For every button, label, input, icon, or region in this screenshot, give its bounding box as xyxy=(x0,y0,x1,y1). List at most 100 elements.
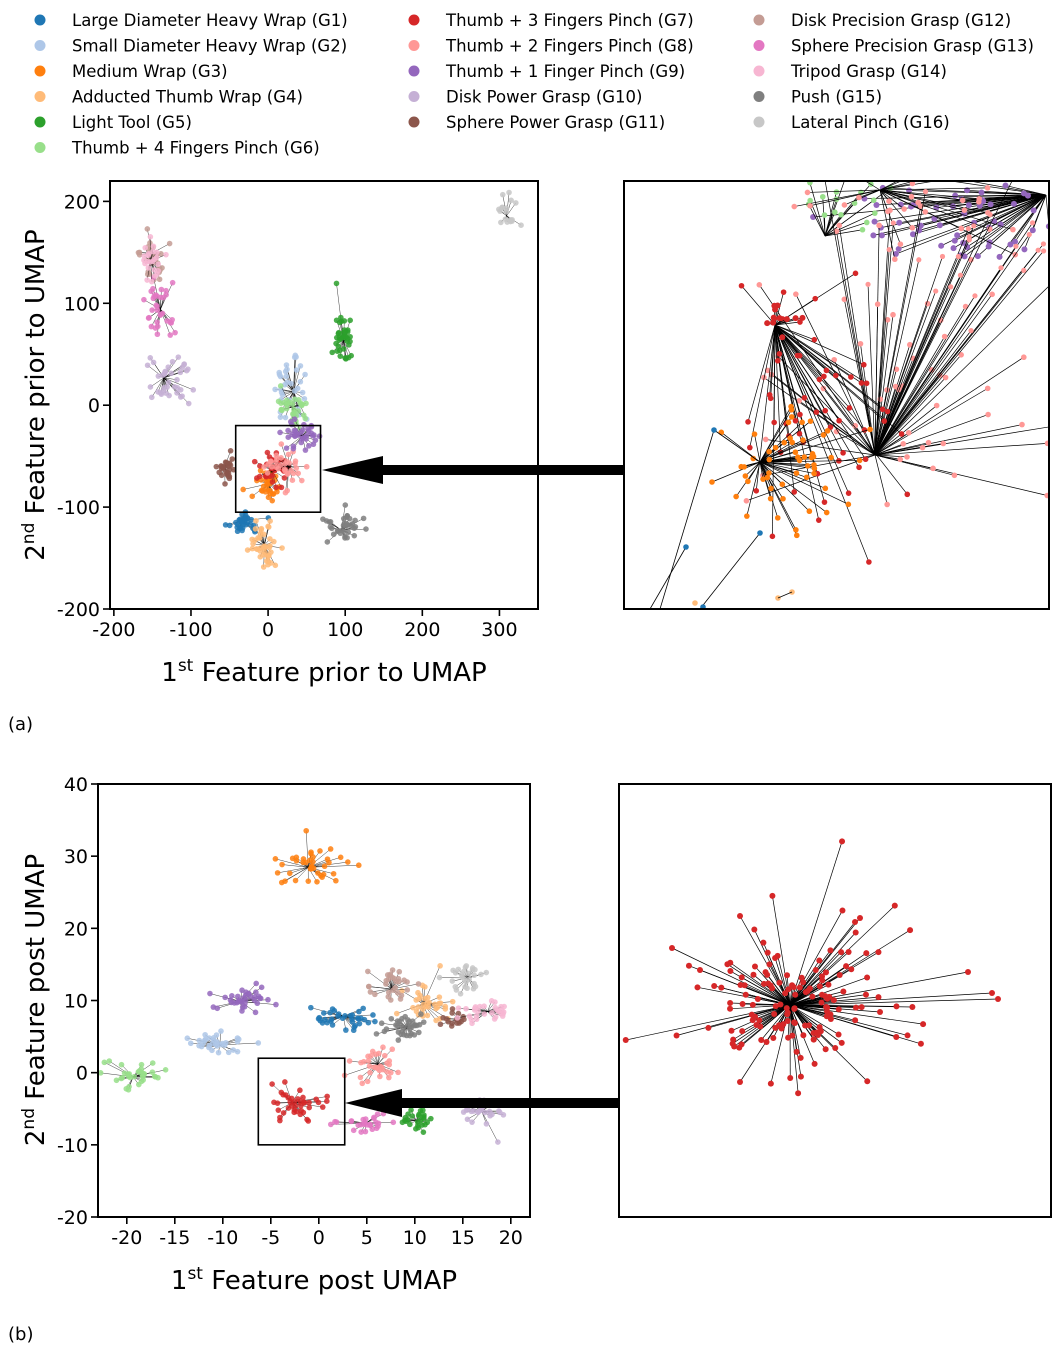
point xyxy=(452,969,459,976)
edge xyxy=(867,284,876,456)
point xyxy=(283,445,290,451)
point xyxy=(272,856,279,862)
point xyxy=(299,477,305,484)
point xyxy=(321,863,328,870)
point xyxy=(269,479,276,485)
point xyxy=(897,201,904,208)
point xyxy=(386,1074,392,1081)
legend-label: Medium Wrap (G3) xyxy=(72,62,228,81)
point xyxy=(288,467,294,474)
point xyxy=(700,604,706,609)
edge xyxy=(874,388,988,456)
point xyxy=(279,861,285,868)
point xyxy=(398,1022,404,1028)
point xyxy=(776,979,783,986)
point xyxy=(978,189,985,196)
point xyxy=(503,205,510,211)
point xyxy=(823,969,830,976)
legend-item-g14: Tripod Grasp (G14) xyxy=(753,62,947,81)
cluster-g16 xyxy=(436,963,490,997)
point xyxy=(737,1079,743,1085)
point xyxy=(792,991,799,998)
point xyxy=(249,536,255,543)
edge xyxy=(988,194,1047,247)
edge xyxy=(759,442,785,463)
legend-marker xyxy=(408,14,420,26)
point xyxy=(801,395,808,401)
point xyxy=(106,1058,113,1064)
point xyxy=(312,437,319,444)
zoom-a-g7b xyxy=(764,302,806,341)
legend-item-g3: Medium Wrap (G3) xyxy=(34,62,228,81)
edge xyxy=(789,1004,924,1025)
edge xyxy=(774,324,818,474)
point xyxy=(339,527,345,534)
point xyxy=(871,218,878,225)
point xyxy=(272,386,278,393)
point xyxy=(852,270,859,277)
point xyxy=(348,1118,355,1124)
cluster-g4 xyxy=(244,517,285,570)
edge xyxy=(838,225,876,456)
point xyxy=(809,451,816,457)
point xyxy=(939,253,946,260)
point xyxy=(319,1104,326,1110)
legend-label: Thumb + 4 Fingers Pinch (G6) xyxy=(71,139,320,158)
y-tick-label: -100 xyxy=(57,497,100,519)
legend-marker xyxy=(408,91,420,102)
point xyxy=(965,225,972,232)
point xyxy=(226,522,233,529)
point xyxy=(1019,421,1025,428)
edge xyxy=(766,974,791,1006)
edge xyxy=(874,344,911,456)
x-tick-label: 0 xyxy=(262,619,274,641)
point xyxy=(166,240,173,247)
point xyxy=(751,963,758,970)
point xyxy=(343,1027,349,1033)
point xyxy=(153,302,160,309)
point xyxy=(769,533,776,540)
edge xyxy=(874,330,972,456)
point xyxy=(876,222,882,229)
point xyxy=(222,522,229,528)
point xyxy=(793,532,800,539)
point xyxy=(356,1020,363,1027)
point xyxy=(858,380,865,386)
point xyxy=(1010,226,1016,233)
point xyxy=(919,444,926,451)
point xyxy=(329,349,336,356)
edge xyxy=(759,422,803,463)
legend-marker xyxy=(34,65,46,77)
point xyxy=(222,463,229,469)
edge xyxy=(874,249,890,456)
point xyxy=(300,435,307,441)
point xyxy=(799,419,805,426)
point xyxy=(225,1049,232,1056)
point xyxy=(187,1040,194,1047)
point xyxy=(824,1008,831,1015)
point xyxy=(769,985,776,992)
point xyxy=(948,284,954,290)
point xyxy=(142,244,149,251)
legend-marker xyxy=(34,116,46,128)
point xyxy=(156,276,163,283)
y-tick-label: -10 xyxy=(57,1135,88,1157)
point xyxy=(285,1094,292,1101)
point xyxy=(172,329,178,336)
y-tick-label: -20 xyxy=(57,1207,88,1229)
point xyxy=(324,1093,330,1100)
edge xyxy=(481,1110,499,1143)
edge xyxy=(789,841,843,1006)
point xyxy=(984,385,991,392)
point xyxy=(298,401,304,408)
edge xyxy=(759,461,849,505)
point xyxy=(147,234,154,240)
point xyxy=(346,342,352,348)
point xyxy=(329,1006,336,1012)
point xyxy=(867,426,873,433)
point xyxy=(907,927,914,934)
point xyxy=(253,980,260,987)
point xyxy=(306,857,313,864)
point xyxy=(957,272,964,278)
point xyxy=(1010,200,1017,207)
